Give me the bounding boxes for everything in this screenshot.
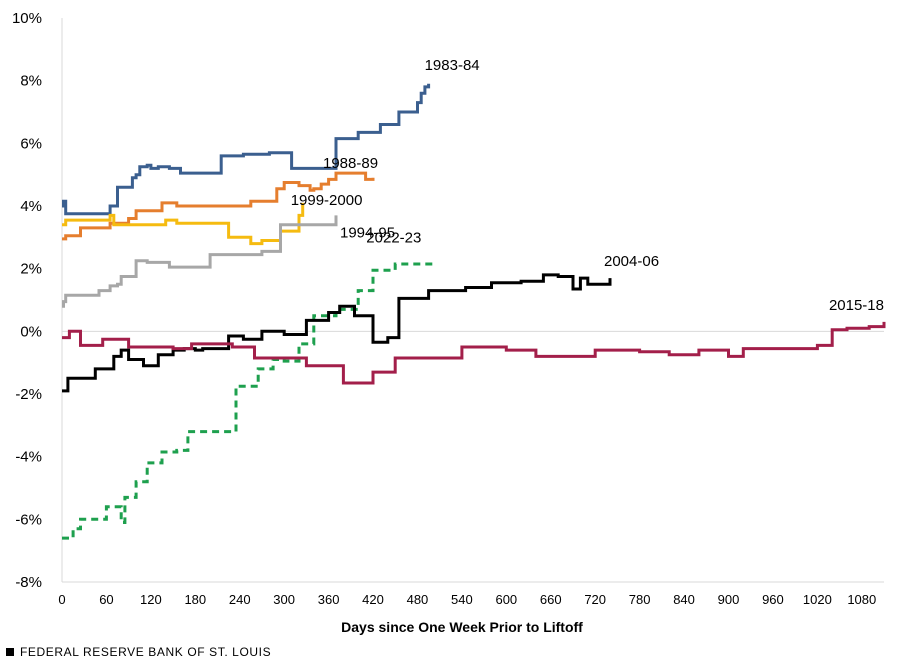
chart: -8% -6% -4% -2% 0% 2% 4% 6% 8% 10% 0 60 120 180 240 300… bbox=[12, 10, 886, 635]
x-tick-label: 900 bbox=[718, 592, 740, 607]
series-label-1999-2000: 1999-2000 bbox=[291, 192, 363, 209]
y-tick-label: -2% bbox=[15, 386, 42, 403]
series-line-1983-84 bbox=[62, 83, 431, 216]
series-line-1999-2000 bbox=[62, 202, 305, 246]
x-tick-label: 840 bbox=[673, 592, 695, 607]
y-tick-label: -6% bbox=[15, 511, 42, 528]
series-label-2015-18: 2015-18 bbox=[829, 297, 884, 314]
series-line-2004-06 bbox=[62, 273, 612, 393]
x-tick-label: 180 bbox=[184, 592, 206, 607]
series-label-2004-06: 2004-06 bbox=[604, 253, 659, 270]
footer-source: FEDERAL RESERVE BANK OF ST. LOUIS bbox=[20, 645, 272, 659]
series-line-2015-18 bbox=[62, 321, 886, 385]
y-tick-label: 10% bbox=[12, 10, 42, 27]
x-tick-label: 600 bbox=[495, 592, 517, 607]
x-tick-label: 360 bbox=[318, 592, 340, 607]
series-lines bbox=[62, 83, 886, 540]
square-icon bbox=[6, 648, 14, 656]
y-tick-label: 0% bbox=[20, 323, 42, 340]
x-tick-label: 420 bbox=[362, 592, 384, 607]
y-tick-label: 6% bbox=[20, 135, 42, 152]
axes: -8% -6% -4% -2% 0% 2% 4% 6% 8% 10% 0 60 120 180 240 300… bbox=[12, 10, 884, 607]
series-label-2022-23: 2022-23 bbox=[366, 229, 421, 246]
series-line-1994-95 bbox=[62, 215, 338, 308]
series-label-1994-95: 1994-95 bbox=[340, 224, 395, 241]
x-tick-label: 720 bbox=[584, 592, 606, 607]
x-tick-label: 60 bbox=[99, 592, 113, 607]
x-tick-label: 0 bbox=[58, 592, 65, 607]
x-tick-label: 780 bbox=[629, 592, 651, 607]
y-tick-label: 4% bbox=[20, 198, 42, 215]
x-tick-label: 540 bbox=[451, 592, 473, 607]
x-axis-title: Days since One Week Prior to Liftoff bbox=[341, 619, 583, 635]
y-tick-label: -8% bbox=[15, 574, 42, 591]
x-tick-label: 120 bbox=[140, 592, 162, 607]
x-tick-label: 300 bbox=[273, 592, 295, 607]
x-tick-label: 480 bbox=[407, 592, 429, 607]
x-tick-label: 1080 bbox=[847, 592, 876, 607]
x-tick-label: 240 bbox=[229, 592, 251, 607]
y-tick-label: -4% bbox=[15, 449, 42, 466]
y-tick-label: 2% bbox=[20, 261, 42, 278]
series-label-1988-89: 1988-89 bbox=[323, 155, 378, 172]
y-tick-label: 8% bbox=[20, 73, 42, 90]
series-label-1983-84: 1983-84 bbox=[425, 57, 480, 74]
footer: FEDERAL RESERVE BANK OF ST. LOUIS bbox=[6, 645, 271, 659]
series-line-2022-23 bbox=[62, 262, 434, 540]
x-tick-label: 660 bbox=[540, 592, 562, 607]
x-tick-label: 1020 bbox=[803, 592, 832, 607]
x-tick-label: 960 bbox=[762, 592, 784, 607]
